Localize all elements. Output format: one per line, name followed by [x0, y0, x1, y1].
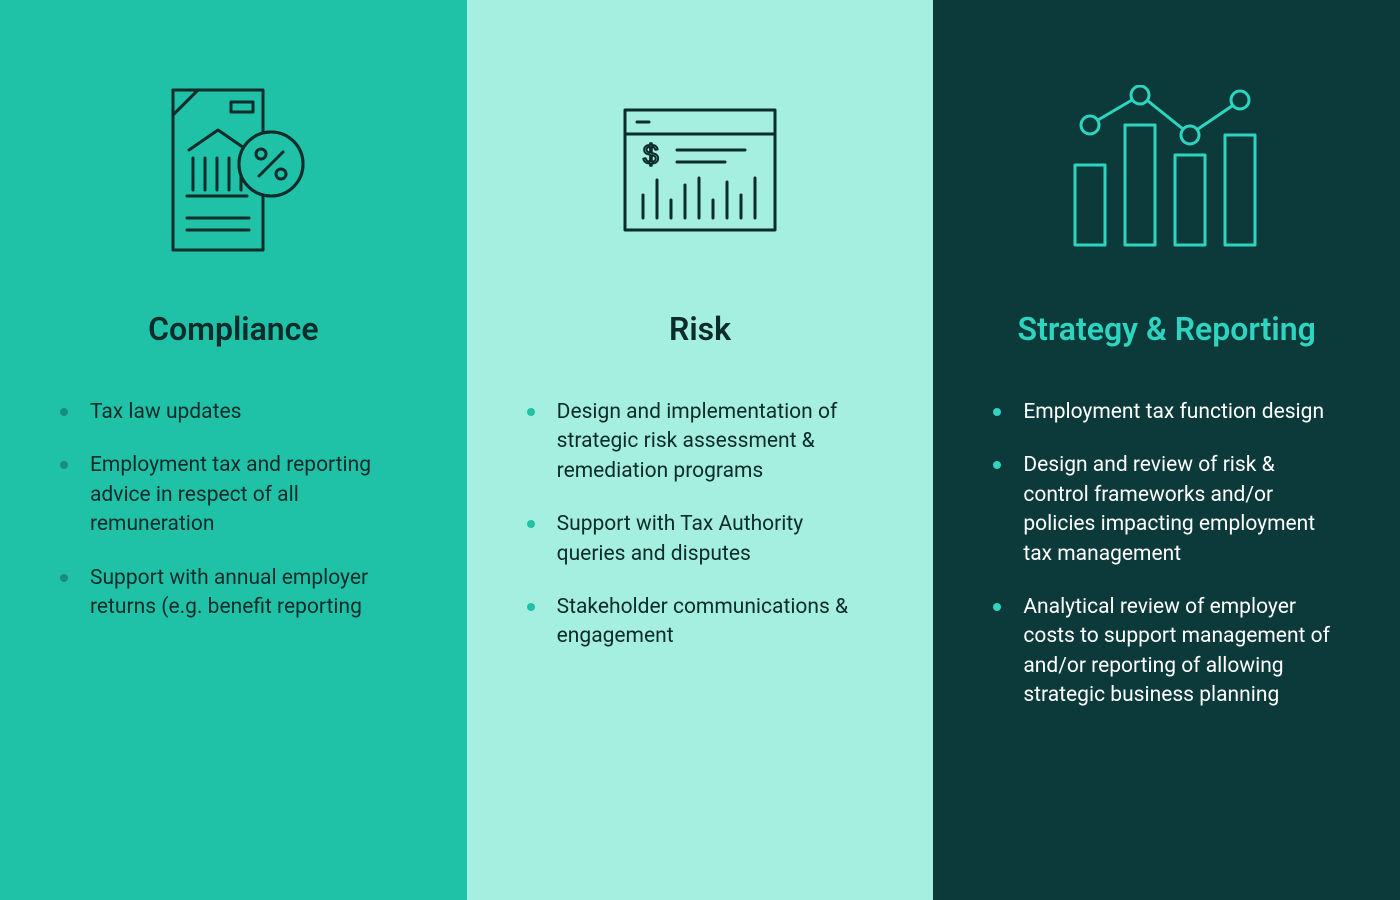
list-item: Analytical review of employer costs to s… [993, 593, 1340, 711]
svg-text:$: $ [643, 139, 659, 170]
dashboard-chart-icon: $ [615, 80, 785, 260]
panel-title: Compliance [148, 310, 318, 348]
list-item: Stakeholder communications & engagement [527, 593, 874, 652]
panel-risk: $ Risk Design and implementation of stra… [467, 0, 934, 900]
list-item: Tax law updates [60, 398, 407, 427]
document-percent-icon [153, 80, 313, 260]
panel-compliance: Compliance Tax law updates Employment ta… [0, 0, 467, 900]
panel-title: Strategy & Reporting [1018, 310, 1316, 348]
list-item: Employment tax function design [993, 398, 1340, 427]
panel-items-list: Design and implementation of strategic r… [517, 398, 884, 676]
list-item: Design and review of risk & control fram… [993, 451, 1340, 569]
panel-title: Risk [669, 310, 731, 348]
list-item: Support with annual employer returns (e.… [60, 564, 407, 623]
panel-items-list: Tax law updates Employment tax and repor… [50, 398, 417, 646]
panel-strategy: Strategy & Reporting Employment tax func… [933, 0, 1400, 900]
list-item: Employment tax and reporting advice in r… [60, 451, 407, 539]
list-item: Support with Tax Authority queries and d… [527, 510, 874, 569]
list-item: Design and implementation of strategic r… [527, 398, 874, 486]
panel-items-list: Employment tax function design Design an… [983, 398, 1350, 735]
bar-line-chart-icon [1057, 80, 1277, 260]
